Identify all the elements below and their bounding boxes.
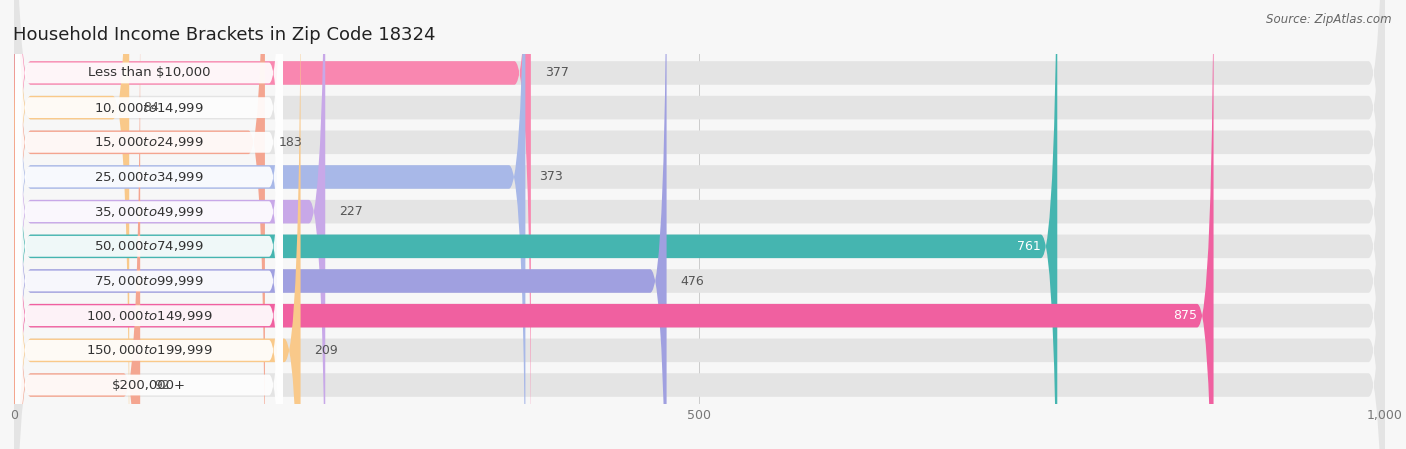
FancyBboxPatch shape [15, 0, 283, 449]
FancyBboxPatch shape [14, 0, 1213, 449]
Text: $75,000 to $99,999: $75,000 to $99,999 [94, 274, 204, 288]
Text: $10,000 to $14,999: $10,000 to $14,999 [94, 101, 204, 114]
FancyBboxPatch shape [14, 0, 264, 449]
FancyBboxPatch shape [15, 0, 283, 449]
Text: 476: 476 [681, 274, 704, 287]
Text: $35,000 to $49,999: $35,000 to $49,999 [94, 205, 204, 219]
FancyBboxPatch shape [14, 0, 1385, 449]
Text: 209: 209 [315, 344, 337, 357]
FancyBboxPatch shape [15, 48, 283, 449]
FancyBboxPatch shape [14, 0, 1385, 449]
FancyBboxPatch shape [14, 0, 301, 449]
FancyBboxPatch shape [15, 0, 283, 444]
FancyBboxPatch shape [14, 0, 666, 449]
FancyBboxPatch shape [14, 0, 129, 449]
FancyBboxPatch shape [14, 0, 1385, 449]
FancyBboxPatch shape [14, 0, 1385, 449]
FancyBboxPatch shape [14, 0, 1385, 449]
FancyBboxPatch shape [14, 0, 1385, 449]
Text: 875: 875 [1173, 309, 1197, 322]
Text: Source: ZipAtlas.com: Source: ZipAtlas.com [1267, 13, 1392, 26]
FancyBboxPatch shape [14, 0, 531, 449]
FancyBboxPatch shape [15, 0, 283, 449]
FancyBboxPatch shape [14, 0, 1385, 449]
FancyBboxPatch shape [15, 0, 283, 449]
Text: 377: 377 [544, 66, 568, 79]
Text: $100,000 to $149,999: $100,000 to $149,999 [86, 308, 212, 323]
Text: 183: 183 [278, 136, 302, 149]
Text: 761: 761 [1017, 240, 1040, 253]
Text: 373: 373 [538, 171, 562, 184]
FancyBboxPatch shape [14, 0, 1385, 449]
Text: $50,000 to $74,999: $50,000 to $74,999 [94, 239, 204, 253]
FancyBboxPatch shape [15, 0, 283, 409]
Text: 84: 84 [143, 101, 159, 114]
FancyBboxPatch shape [14, 0, 1057, 449]
FancyBboxPatch shape [14, 0, 141, 449]
FancyBboxPatch shape [14, 0, 1385, 449]
FancyBboxPatch shape [14, 0, 526, 449]
FancyBboxPatch shape [15, 0, 283, 449]
Text: $200,000+: $200,000+ [112, 379, 186, 392]
FancyBboxPatch shape [15, 0, 283, 449]
FancyBboxPatch shape [14, 0, 325, 449]
Text: $15,000 to $24,999: $15,000 to $24,999 [94, 135, 204, 150]
FancyBboxPatch shape [15, 14, 283, 449]
Text: $25,000 to $34,999: $25,000 to $34,999 [94, 170, 204, 184]
Text: 227: 227 [339, 205, 363, 218]
Text: 92: 92 [153, 379, 170, 392]
Text: $150,000 to $199,999: $150,000 to $199,999 [86, 343, 212, 357]
Text: Household Income Brackets in Zip Code 18324: Household Income Brackets in Zip Code 18… [13, 26, 436, 44]
FancyBboxPatch shape [14, 0, 1385, 449]
Text: Less than $10,000: Less than $10,000 [87, 66, 211, 79]
